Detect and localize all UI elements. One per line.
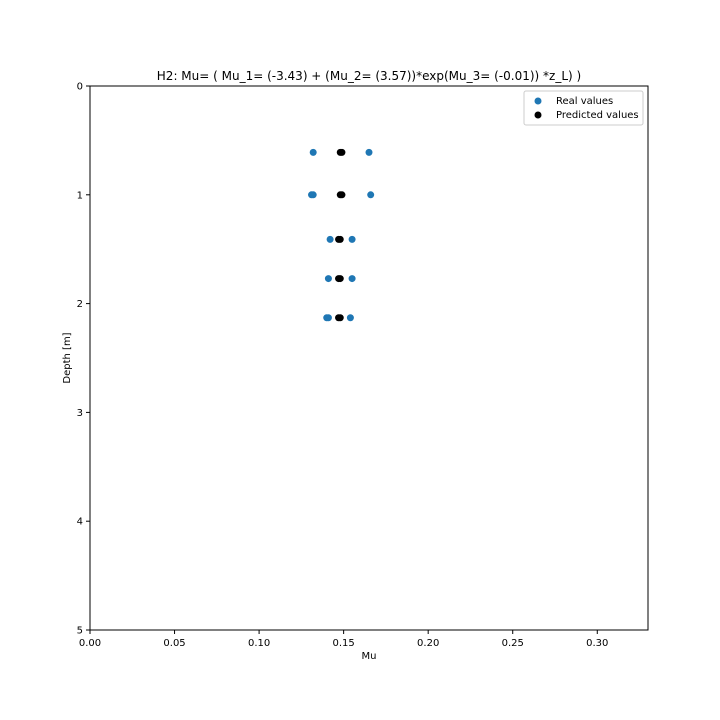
real-value-point xyxy=(348,235,356,243)
series-0 xyxy=(308,148,375,322)
legend-marker-predicted xyxy=(534,111,542,119)
x-axis: 0.00 0.05 0.10 0.15 0.20 0.25 0.30 xyxy=(79,630,608,649)
real-value-point xyxy=(324,314,332,322)
real-value-point xyxy=(309,191,317,199)
x-tick-label: 0.25 xyxy=(502,638,524,649)
y-axis: 0 1 2 3 4 5 xyxy=(77,82,90,637)
predicted-value-point xyxy=(338,191,346,199)
legend-box xyxy=(523,90,644,126)
real-value-point xyxy=(324,275,332,283)
real-value-point xyxy=(365,148,373,156)
data-points xyxy=(308,148,375,322)
y-tick-label: 3 xyxy=(77,408,83,419)
predicted-value-point xyxy=(338,148,346,156)
series-1 xyxy=(335,148,346,322)
plot-area xyxy=(89,85,649,631)
y-tick-label: 2 xyxy=(77,299,83,310)
x-axis-label: Mu xyxy=(362,651,377,662)
x-tick-label: 0.10 xyxy=(248,638,270,649)
x-tick-label: 0.15 xyxy=(333,638,355,649)
y-tick-label: 5 xyxy=(77,626,83,637)
real-value-point xyxy=(346,314,354,322)
real-value-point xyxy=(326,235,334,243)
x-tick-label: 0.00 xyxy=(79,638,101,649)
predicted-value-point xyxy=(336,314,344,322)
y-tick-label: 4 xyxy=(77,517,83,528)
real-value-point xyxy=(367,191,375,199)
legend: Real values Predicted values xyxy=(523,90,644,126)
legend-marker-real xyxy=(534,97,542,105)
legend-label-predicted: Predicted values xyxy=(556,110,639,121)
y-tick-label: 0 xyxy=(77,82,83,93)
real-value-point xyxy=(309,148,317,156)
y-tick-label: 1 xyxy=(77,190,83,201)
chart-title: H2: Mu= ( Mu_1= (-3.43) + (Mu_2= (3.57))… xyxy=(157,69,581,83)
real-value-point xyxy=(348,275,356,283)
predicted-value-point xyxy=(336,235,344,243)
legend-label-real: Real values xyxy=(556,96,613,107)
x-tick-label: 0.20 xyxy=(417,638,439,649)
x-tick-label: 0.05 xyxy=(163,638,185,649)
x-tick-label: 0.30 xyxy=(586,638,608,649)
y-axis-label: Depth [m] xyxy=(62,332,73,383)
predicted-value-point xyxy=(336,275,344,283)
